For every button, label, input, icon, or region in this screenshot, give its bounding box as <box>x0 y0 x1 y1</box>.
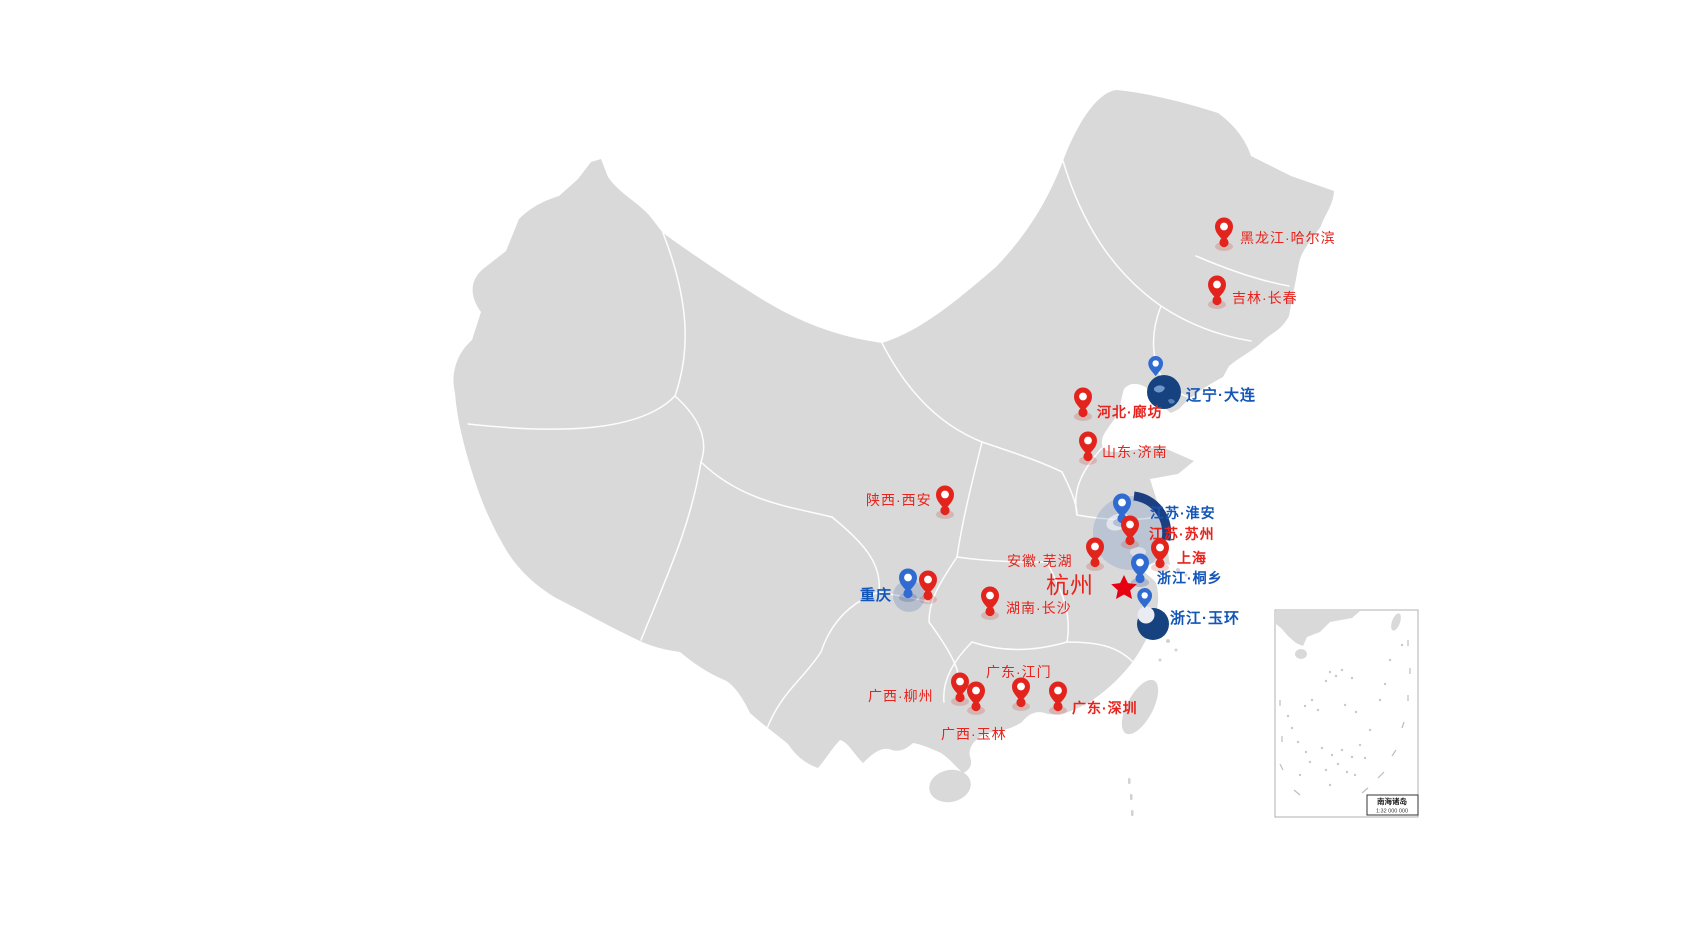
label-hangzhou-headquarters: 杭州 <box>1046 572 1094 598</box>
location-pin-icon <box>1215 217 1233 251</box>
label-hebei-langfang: 河北·廊坊 <box>1097 404 1163 420</box>
label-shandong-jinan: 山东·济南 <box>1102 444 1168 460</box>
globe-pin-icon <box>1147 356 1181 409</box>
label-guangxi-liuzhou: 广西·柳州 <box>868 688 934 704</box>
location-pin-icon <box>1074 387 1092 421</box>
location-pin-icon <box>1086 537 1104 571</box>
hainan-island <box>929 769 971 803</box>
location-pin-icon <box>981 586 999 620</box>
location-pin-icon <box>951 672 969 706</box>
label-shaanxi-xian: 陕西·西安 <box>866 492 932 508</box>
location-pin-icon <box>1121 515 1139 549</box>
label-zhejiang-tongxiang: 浙江·桐乡 <box>1157 570 1223 586</box>
headquarters-star-icon <box>1111 575 1137 599</box>
label-jiangsu-huaian: 江苏·淮安 <box>1150 505 1216 521</box>
label-heilongjiang-harbin: 黑龙江·哈尔滨 <box>1240 230 1336 246</box>
taiwan-island <box>1121 679 1159 735</box>
label-anhui-wuhu: 安徽·芜湖 <box>1007 553 1073 569</box>
location-pin-icon <box>1151 538 1169 572</box>
location-pin-icon <box>1208 275 1226 309</box>
mainland-shape <box>453 90 1334 773</box>
label-jilin-changchun: 吉林·长春 <box>1232 290 1298 306</box>
location-pin-icon <box>1079 431 1097 465</box>
label-chongqing: 重庆 <box>860 587 893 604</box>
globe-pin-icon <box>1137 588 1169 640</box>
location-pin-icon <box>936 485 954 519</box>
label-shanghai: 上海 <box>1177 550 1207 566</box>
label-jiangsu-suzhou: 江苏·苏州 <box>1149 526 1215 542</box>
location-pin-icon <box>1012 677 1030 711</box>
inset-dash-line <box>1279 640 1411 796</box>
south-china-sea-inset: 南海诸岛 1:32 000 000 <box>1274 609 1419 818</box>
inset-scale: 1:32 000 000 <box>1376 809 1408 815</box>
location-pin-icon <box>967 681 985 715</box>
label-hunan-changsha: 湖南·长沙 <box>1006 600 1072 616</box>
label-guangdong-jiangmen: 广东·江门 <box>986 664 1052 680</box>
label-guangdong-shenzhen: 广东·深圳 <box>1072 700 1138 716</box>
label-liaoning-dalian: 辽宁·大连 <box>1186 387 1256 404</box>
label-zhejiang-yuhuan: 浙江·玉环 <box>1170 610 1240 627</box>
inset-label: 南海诸岛 <box>1377 796 1407 806</box>
location-pin-icon <box>1049 681 1067 715</box>
inset-islands <box>1286 643 1404 787</box>
label-guangxi-yulin: 广西·玉林 <box>941 726 1007 742</box>
inset-label-box <box>1366 794 1419 816</box>
location-pin-icon <box>899 568 917 602</box>
coastal-islands <box>1128 568 1188 816</box>
location-pin-icon <box>919 570 937 604</box>
